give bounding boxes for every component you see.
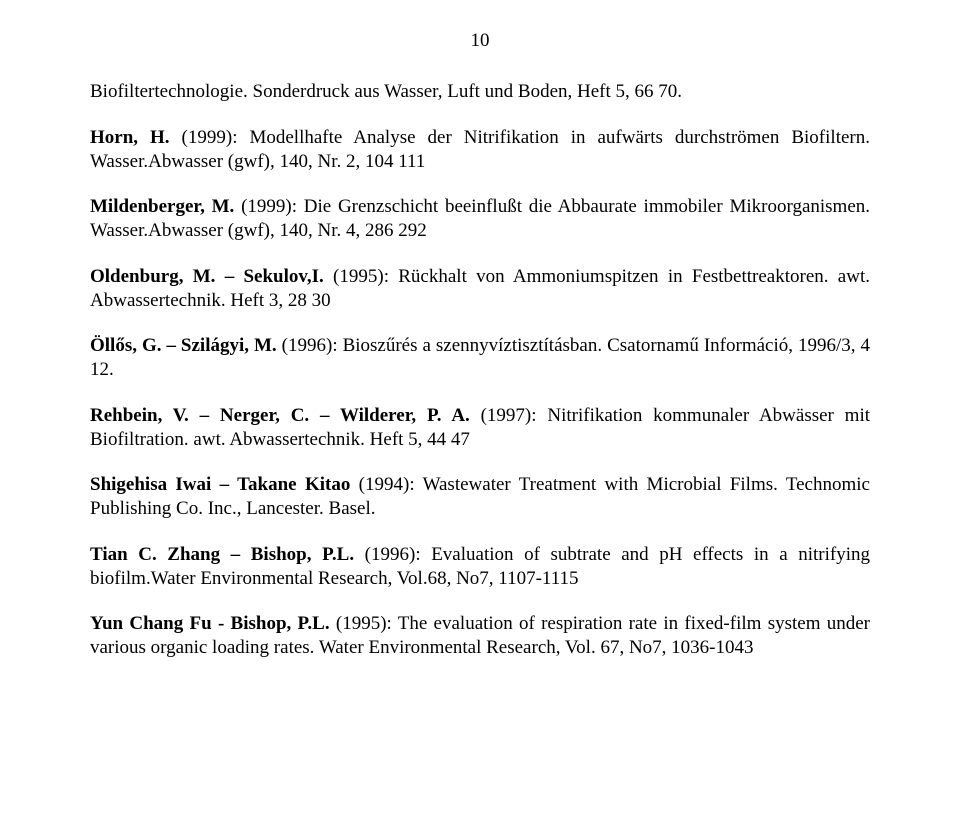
reference-author: Oldenburg, M. – Sekulov,I. [90, 266, 324, 287]
reference-text: Biofiltertechnologie. Sonderdruck aus Wa… [90, 81, 682, 102]
reference-entry: Shigehisa Iwai – Takane Kitao (1994): Wa… [90, 473, 870, 521]
reference-author: Yun Chang Fu - Bishop, P.L. [90, 613, 330, 634]
reference-author: Öllős, G. – Szilágyi, M. [90, 335, 277, 356]
reference-author: Tian C. Zhang – Bishop, P.L. [90, 544, 354, 565]
reference-entry: Oldenburg, M. – Sekulov,I. (1995): Rückh… [90, 265, 870, 313]
reference-entry: Biofiltertechnologie. Sonderdruck aus Wa… [90, 80, 870, 104]
reference-entry: Horn, H. (1999): Modellhafte Analyse der… [90, 126, 870, 174]
references-list: Biofiltertechnologie. Sonderdruck aus Wa… [90, 80, 870, 660]
reference-author: Rehbein, V. – Nerger, C. – Wilderer, P. … [90, 405, 470, 426]
reference-entry: Tian C. Zhang – Bishop, P.L. (1996): Eva… [90, 543, 870, 591]
reference-author: Horn, H. [90, 127, 170, 148]
document-page: 10 Biofiltertechnologie. Sonderdruck aus… [0, 0, 960, 819]
reference-entry: Rehbein, V. – Nerger, C. – Wilderer, P. … [90, 404, 870, 452]
page-number: 10 [90, 30, 870, 52]
reference-author: Mildenberger, M. [90, 196, 234, 217]
reference-text: (1999): Modellhafte Analyse der Nitrifik… [90, 127, 870, 172]
reference-entry: Mildenberger, M. (1999): Die Grenzschich… [90, 195, 870, 243]
reference-entry: Yun Chang Fu - Bishop, P.L. (1995): The … [90, 612, 870, 660]
reference-entry: Öllős, G. – Szilágyi, M. (1996): Bioszűr… [90, 334, 870, 382]
reference-author: Shigehisa Iwai – Takane Kitao [90, 474, 350, 495]
